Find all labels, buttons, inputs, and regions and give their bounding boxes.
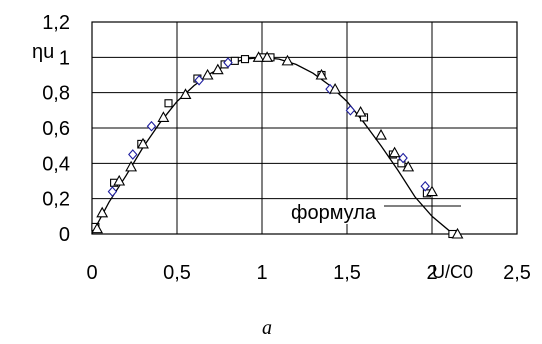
data-point-triangle bbox=[179, 88, 192, 99]
data-point-triangle bbox=[426, 185, 438, 197]
data-point-diamond bbox=[223, 57, 233, 68]
y-tick-label: 0,6 bbox=[42, 118, 70, 140]
x-tick-labels: 0 0,5 1 1,5 2 2,5 bbox=[86, 262, 530, 284]
data-point-triangle bbox=[329, 83, 342, 94]
x-tick-label: 2,5 bbox=[503, 262, 531, 284]
data-point-triangle bbox=[201, 68, 214, 80]
data-points bbox=[91, 51, 464, 239]
formula-curve bbox=[91, 56, 458, 235]
data-point-square bbox=[240, 55, 250, 64]
data-point-triangle bbox=[388, 146, 401, 158]
data-point-triangle bbox=[402, 160, 415, 172]
x-tick-label: 2 bbox=[426, 262, 437, 284]
data-point-diamond bbox=[128, 149, 138, 160]
x-tick-label: 0 bbox=[86, 262, 97, 284]
y-tick-label: 1,2 bbox=[42, 12, 70, 34]
data-point-triangle bbox=[252, 51, 265, 62]
grid bbox=[92, 22, 517, 234]
data-point-triangle bbox=[91, 222, 104, 234]
data-point-triangle bbox=[281, 54, 294, 66]
data-point-triangle bbox=[261, 51, 274, 62]
data-point-diamond bbox=[146, 120, 157, 132]
data-point-square bbox=[164, 99, 173, 108]
x-axis-label: U/C0 bbox=[432, 262, 473, 282]
y-tick-labels: 0 0,2 0,4 0,6 0,8 1 1,2 bbox=[42, 12, 70, 246]
y-tick-label: 0,4 bbox=[42, 153, 70, 175]
data-point-triangle bbox=[113, 174, 126, 186]
y-tick-label: 1 bbox=[59, 47, 70, 69]
x-tick-label: 0,5 bbox=[163, 262, 191, 284]
y-tick-label: 0,2 bbox=[42, 189, 70, 211]
data-point-diamond bbox=[420, 180, 430, 192]
y-tick-label: 0 bbox=[59, 224, 70, 246]
data-point-triangle bbox=[375, 128, 387, 140]
x-tick-label: 1,5 bbox=[333, 262, 361, 284]
data-point-diamond bbox=[345, 105, 356, 116]
data-point-square bbox=[230, 56, 239, 65]
annotation-label: формула bbox=[291, 202, 377, 224]
y-axis-label: ηu bbox=[32, 41, 54, 63]
data-point-diamond bbox=[398, 152, 408, 164]
data-point-triangle bbox=[157, 111, 170, 122]
data-point-triangle bbox=[451, 227, 464, 239]
data-point-diamond bbox=[107, 186, 118, 197]
data-point-triangle bbox=[137, 137, 149, 149]
figure-caption: а bbox=[262, 317, 272, 339]
data-point-diamond bbox=[194, 74, 204, 86]
data-point-triangle bbox=[211, 63, 224, 75]
plot-frame bbox=[91, 21, 518, 235]
data-point-triangle bbox=[96, 206, 109, 218]
annotation-bg bbox=[290, 200, 384, 224]
data-point-triangle bbox=[125, 160, 138, 172]
data-point-triangle bbox=[354, 105, 367, 117]
y-tick-label: 0,8 bbox=[42, 83, 70, 105]
x-tick-label: 1 bbox=[256, 262, 267, 284]
data-point-triangle bbox=[315, 68, 328, 80]
